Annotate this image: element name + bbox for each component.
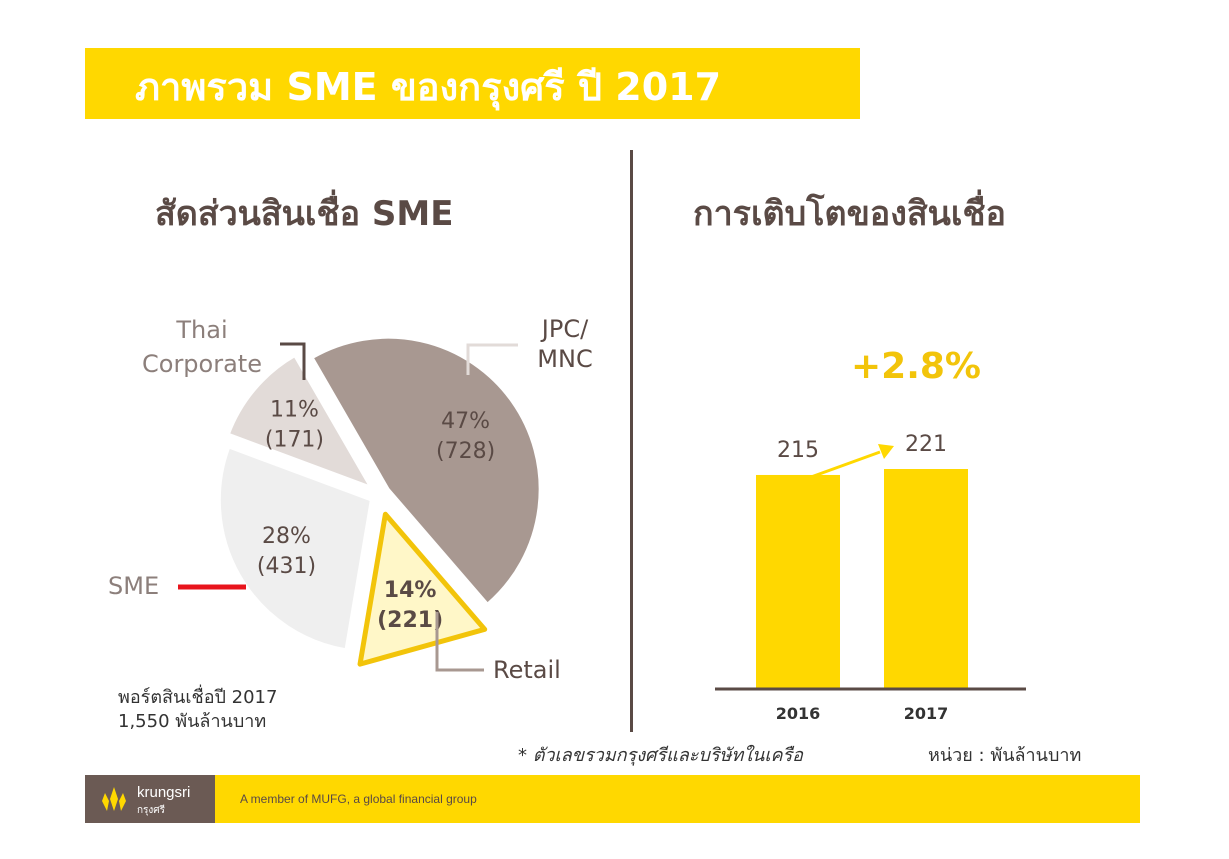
pie-percent-label-thai-corporate: 28% [262, 524, 311, 549]
brand-name-thai: กรุงศรี [137, 805, 166, 816]
bar-2016 [756, 474, 840, 689]
brand-name: krungsri [137, 784, 191, 801]
callout-retail: Retail [493, 656, 561, 684]
unit-label: หน่วย : พันล้านบาท [928, 745, 1082, 766]
callout-line-thai-corporate [280, 342, 306, 380]
title-banner: ภาพรวม SME ของกรุงศรี ปี 2017 [85, 48, 860, 119]
callout-sme: SME [108, 572, 159, 600]
callout-thai-corporate-line2: Corporate [142, 350, 262, 378]
page-title: ภาพรวม SME ของกรุงศรี ปี 2017 [135, 65, 722, 109]
portfolio-total: 1,550 พันล้านบาท [118, 711, 267, 732]
callout-line-jpc [466, 343, 518, 375]
footer-bar: krungsri กรุงศรี A member of MUFG, a glo… [85, 775, 1140, 823]
pie-value-label-sme: (221) [377, 608, 443, 633]
x-tick-label-2017: 2017 [904, 704, 949, 723]
pie-slice-sme [357, 511, 488, 667]
member-tagline: A member of MUFG, a global financial gro… [240, 792, 477, 806]
bar-section-title: การเติบโตของสินเชื่อ [693, 194, 1006, 234]
pie-slice-jpc-mnc [226, 354, 373, 489]
bar-2017 [884, 469, 968, 689]
callout-line-retail [435, 612, 484, 672]
pie-value-label-retail: (728) [436, 439, 495, 464]
portfolio-label: พอร์ตสินเชื่อปี 2017 [118, 687, 278, 708]
callout-jpc-line1: JPC/ [540, 315, 589, 343]
footnote: * ตัวเลขรวมกรุงศรีและบริษัทในเครือ [518, 745, 803, 766]
pie-percent-label-jpc-mnc: 11% [270, 398, 319, 423]
pie-value-label-thai-corporate: (431) [257, 554, 316, 579]
pie-percent-label-retail: 47% [441, 409, 490, 434]
pie-slice-thai-corporate [217, 445, 373, 652]
x-tick-label-2016: 2016 [776, 704, 821, 723]
section-divider [630, 150, 633, 732]
bar-value-label-2017: 221 [905, 432, 947, 457]
krungsri-logo: krungsri กรุงศรี [85, 775, 215, 823]
growth-arrow [799, 450, 881, 483]
callout-thai-corporate-line1: Thai [175, 316, 227, 344]
krungsri-logo-icon [102, 787, 126, 811]
pie-slice-retail [310, 335, 542, 606]
callout-jpc-line2: MNC [537, 345, 592, 373]
growth-arrowhead [878, 444, 894, 459]
growth-annotation: +2.8% [851, 346, 981, 387]
pie-value-label-jpc-mnc: (171) [265, 428, 324, 453]
pie-percent-label-sme: 14% [384, 578, 437, 603]
pie-section-title: สัดส่วนสินเชื่อ SME [155, 194, 454, 234]
bar-value-label-2016: 215 [777, 438, 819, 463]
